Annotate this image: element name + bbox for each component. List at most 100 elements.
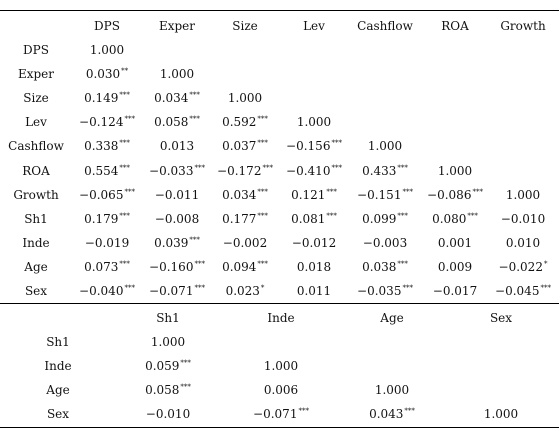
significance-stars: ***	[472, 187, 483, 196]
coefficient: 0.034	[222, 187, 257, 202]
row-label: Inde	[44, 359, 72, 374]
significance-stars: ***	[189, 235, 200, 244]
significance-stars: ***	[257, 211, 268, 220]
significance-stars: ***	[326, 187, 337, 196]
significance-stars: ***	[119, 91, 130, 100]
coefficient: 0.433	[362, 163, 397, 178]
column-header: Growth	[500, 19, 546, 33]
coefficient: −0.012	[291, 235, 337, 250]
coefficient: 0.058	[154, 115, 189, 130]
correlation-value: 0.149***	[84, 91, 130, 105]
row-label: Sh1	[46, 335, 70, 349]
correlation-value: −0.151***	[357, 188, 413, 202]
correlation-value: 0.013	[160, 139, 194, 153]
significance-stars: ***	[257, 115, 268, 124]
coefficient: 1.000	[227, 91, 263, 106]
coefficient: 0.073	[84, 259, 119, 274]
coefficient: −0.045	[495, 284, 540, 298]
coefficient: −0.010	[500, 211, 546, 226]
correlation-value: −0.071***	[149, 284, 205, 298]
table-top-rule	[0, 10, 559, 11]
correlation-value: 0.018	[297, 260, 331, 274]
coefficient: 1.000	[89, 43, 125, 57]
correlation-value: 0.121***	[291, 188, 337, 202]
correlation-value: 0.034***	[222, 188, 268, 202]
table-bottom-rule	[0, 427, 559, 428]
coefficient: 0.023	[225, 284, 260, 298]
coefficient: −0.040	[79, 284, 124, 298]
row-label: Age	[24, 259, 48, 274]
row-label: Lev	[25, 115, 47, 130]
significance-stars: ***	[404, 407, 415, 416]
significance-stars: ***	[189, 91, 200, 100]
significance-stars: ***	[397, 211, 408, 220]
significance-stars: ***	[180, 383, 191, 392]
row-label: Size	[23, 91, 49, 106]
correlation-value: −0.124***	[79, 115, 135, 129]
coefficient: 0.037	[222, 139, 257, 154]
coefficient: −0.011	[154, 187, 200, 202]
correlation-value: 0.034***	[154, 91, 200, 105]
coefficient: 0.177	[222, 211, 257, 226]
coefficient: 1.000	[374, 383, 410, 398]
correlation-value: −0.022*	[499, 260, 548, 274]
row-label: Sex	[46, 407, 70, 422]
correlation-value: −0.010	[146, 407, 190, 421]
correlation-value: −0.160***	[149, 260, 205, 274]
correlation-value: −0.035***	[357, 284, 413, 298]
correlation-value: 0.554***	[84, 164, 130, 178]
coefficient: 1.000	[263, 359, 299, 374]
correlation-value: 1.000	[484, 407, 518, 421]
coefficient: 0.039	[154, 235, 189, 250]
coefficient: 1.000	[150, 335, 186, 349]
correlation-value: −0.172***	[217, 164, 273, 178]
correlation-value: 0.094***	[222, 260, 268, 274]
correlation-value: 0.030**	[86, 67, 128, 81]
correlation-value: −0.065***	[79, 188, 135, 202]
coefficient: 0.030	[85, 67, 121, 82]
correlation-value: 0.009	[438, 260, 472, 274]
coefficient: −0.065	[79, 187, 124, 202]
coefficient: −0.033	[149, 163, 194, 178]
coefficient: −0.071	[149, 284, 194, 298]
correlation-value: 1.000	[264, 359, 298, 373]
row-label: Growth	[13, 187, 59, 202]
coefficient: 0.059	[145, 359, 180, 374]
coefficient: −0.156	[286, 139, 331, 154]
correlation-value: 0.058***	[145, 383, 191, 397]
significance-stars: ***	[194, 163, 205, 172]
significance-stars: *	[260, 284, 265, 292]
correlation-value: 0.023*	[226, 284, 265, 298]
correlation-value: −0.003	[363, 236, 407, 250]
correlation-value: 0.058***	[154, 115, 200, 129]
coefficient: −0.035	[357, 284, 402, 298]
correlation-value: 0.099***	[362, 212, 408, 226]
column-header: Age	[380, 311, 404, 325]
coefficient: −0.008	[154, 211, 200, 226]
correlation-value: −0.071***	[253, 407, 309, 421]
column-header: Sex	[489, 311, 513, 325]
significance-stars: ***	[326, 211, 337, 220]
correlation-value: 0.080***	[432, 212, 478, 226]
correlation-value: 0.011	[297, 284, 331, 298]
significance-stars: ***	[467, 211, 478, 220]
coefficient: 0.013	[159, 139, 195, 154]
coefficient: 0.058	[145, 383, 180, 398]
correlation-value: 0.010	[506, 236, 540, 250]
significance-stars: ***	[124, 284, 135, 292]
significance-stars: *	[543, 259, 548, 268]
correlation-value: 1.000	[160, 67, 194, 81]
correlation-value: 0.038***	[362, 260, 408, 274]
significance-stars: ***	[124, 115, 135, 124]
significance-stars: ***	[189, 115, 200, 124]
row-label: Inde	[22, 235, 50, 250]
coefficient: 1.000	[505, 187, 541, 202]
significance-stars: ***	[119, 163, 130, 172]
correlation-value: 0.338***	[84, 139, 130, 153]
correlation-value: 1.000	[375, 383, 409, 397]
significance-stars: ***	[124, 187, 135, 196]
correlation-value: 0.081***	[291, 212, 337, 226]
correlation-value: −0.012	[292, 236, 336, 250]
column-header: Lev	[303, 19, 325, 33]
